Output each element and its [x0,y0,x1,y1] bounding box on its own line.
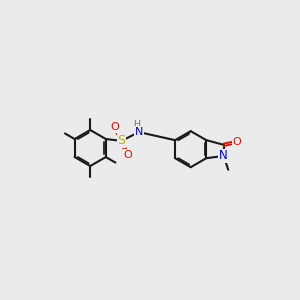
Text: N: N [219,149,228,162]
Text: O: O [233,137,242,147]
Text: N: N [135,127,143,137]
Text: O: O [123,150,132,160]
Text: H: H [134,119,140,128]
Text: S: S [118,134,125,147]
Text: O: O [111,122,119,132]
